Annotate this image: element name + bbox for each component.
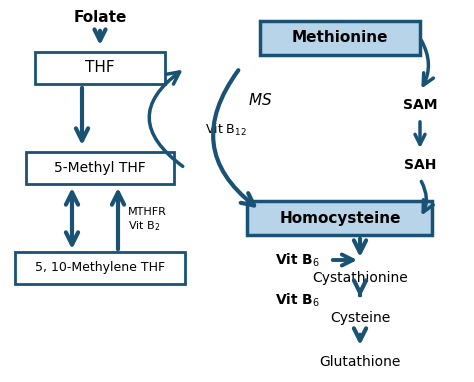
FancyBboxPatch shape	[260, 21, 420, 55]
Text: Cystathionine: Cystathionine	[312, 271, 408, 285]
Text: 5-Methyl THF: 5-Methyl THF	[54, 161, 146, 175]
Text: Cysteine: Cysteine	[330, 311, 390, 325]
Text: 5, 10-Methylene THF: 5, 10-Methylene THF	[35, 262, 165, 275]
FancyBboxPatch shape	[35, 52, 165, 84]
Text: MTHFR
Vit B$_2$: MTHFR Vit B$_2$	[128, 207, 167, 233]
Text: SAH: SAH	[404, 158, 436, 172]
Text: Glutathione: Glutathione	[319, 355, 401, 369]
Text: $\mathit{MS}$: $\mathit{MS}$	[248, 92, 273, 108]
Text: Homocysteine: Homocysteine	[279, 210, 401, 225]
Text: Folate: Folate	[73, 10, 127, 26]
Text: THF: THF	[85, 60, 115, 76]
FancyBboxPatch shape	[26, 152, 174, 184]
FancyBboxPatch shape	[15, 252, 185, 284]
Text: Methionine: Methionine	[292, 31, 388, 45]
Text: Vit B$_{12}$: Vit B$_{12}$	[205, 122, 247, 138]
Text: SAM: SAM	[403, 98, 437, 112]
Text: Vit B$_6$: Vit B$_6$	[275, 291, 320, 309]
Text: Vit B$_6$: Vit B$_6$	[275, 251, 320, 269]
FancyBboxPatch shape	[247, 201, 432, 235]
